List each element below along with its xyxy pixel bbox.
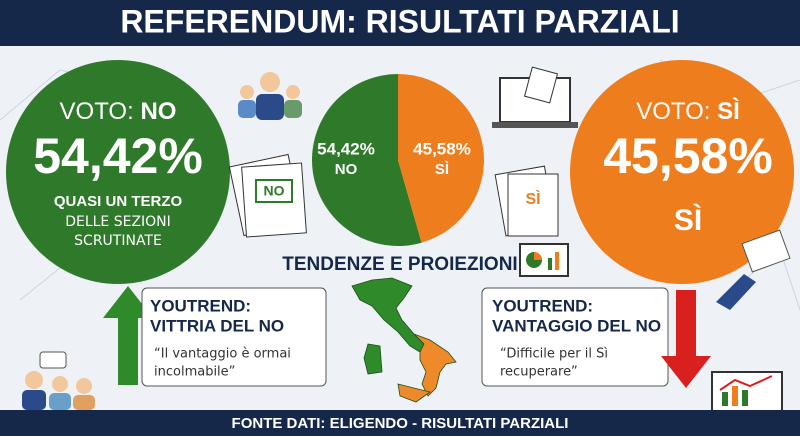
no-documents-icon: NO — [228, 153, 307, 238]
section-title: TENDENZE E PROIEZIONI — [282, 254, 517, 275]
yes-label: VOTO: SÌ — [636, 97, 740, 125]
no-label-choice: NO — [140, 98, 176, 125]
people-bottom-icon — [22, 351, 95, 410]
pie-slice — [312, 74, 422, 246]
left-box-title: YOUTREND: — [150, 296, 251, 315]
right-box-quote: recuperare” — [500, 365, 578, 380]
footer-text: FONTE DATI: ELIGENDO - RISULTATI PARZIAL… — [232, 415, 569, 432]
yes-label-choice: SÌ — [717, 97, 740, 125]
pie-chart: 54,42% NO 45,58% SÌ — [312, 74, 485, 246]
laptop-icon — [492, 66, 578, 128]
hands-icon — [716, 229, 791, 310]
header-bar — [0, 0, 800, 46]
no-note: DELLE SEZIONI — [65, 214, 171, 230]
no-label-prefix: VOTO: — [60, 98, 134, 125]
pie-name-label: SÌ — [435, 161, 449, 178]
left-box — [141, 287, 327, 387]
no-note: SCRUTINATE — [74, 233, 162, 249]
people-icon — [238, 72, 302, 120]
yes-percent: 45,58% — [603, 128, 773, 184]
no-document-text: NO — [264, 183, 285, 199]
right-box-title: YOUTREND: — [492, 296, 593, 315]
footer-bar — [0, 410, 800, 436]
no-percent: 54,42% — [33, 128, 203, 184]
yes-circle — [570, 60, 794, 284]
yes-label-prefix: VOTO: — [636, 98, 710, 125]
pie-name-label: NO — [335, 161, 358, 178]
title: REFERENDUM: RISULTATI PARZIALI — [120, 3, 679, 39]
left-box-quote: incolmabile” — [154, 365, 235, 380]
pie-value-label: 54,42% — [317, 139, 375, 158]
no-note: QUASI UN TERZO — [54, 193, 183, 210]
right-box — [481, 287, 669, 387]
no-circle — [6, 60, 230, 284]
chart-monitor-icon — [711, 371, 783, 413]
pie-value-label: 45,58% — [413, 139, 471, 158]
pie-slice — [398, 74, 485, 243]
yes-document-text: SÌ — [525, 189, 540, 208]
up-arrow — [103, 286, 153, 385]
left-box-quote: “Il vantaggio è ormai — [154, 347, 291, 362]
left-box-title: VITTRIA DEL NO — [150, 316, 284, 335]
yes-choice: SÌ — [674, 203, 702, 237]
right-box-quote: “Difficile per il Sì — [500, 347, 608, 362]
no-label: VOTO: NO — [60, 98, 177, 125]
yes-documents-icon: SÌ — [494, 165, 559, 237]
down-arrow — [661, 290, 711, 388]
right-box-title: VANTAGGIO DEL NO — [492, 316, 661, 335]
monitor-icon — [519, 243, 569, 277]
italy-map — [351, 277, 457, 403]
